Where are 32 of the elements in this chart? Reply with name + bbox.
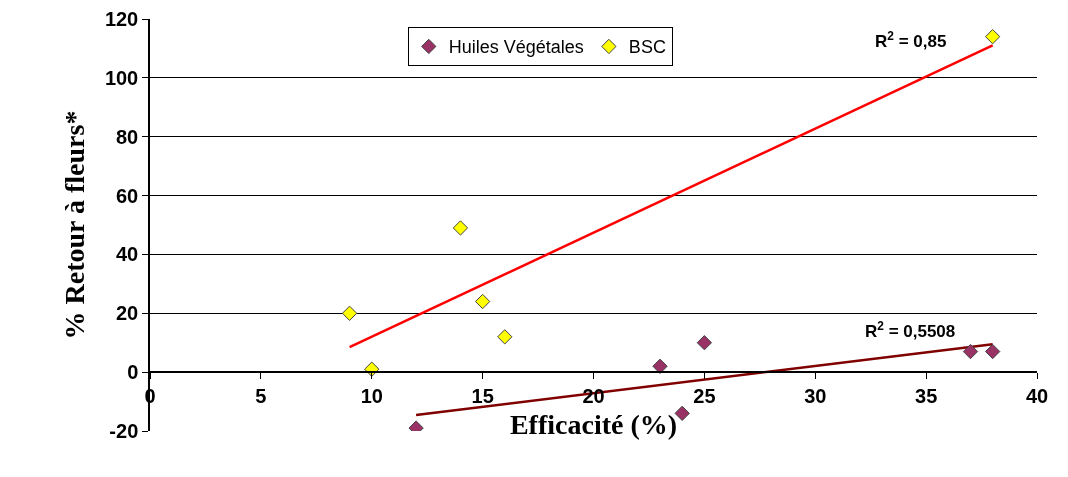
annotation: R$^{2}$ = 0,5508 [865,319,956,342]
y-axis-title: % Retour à fleurs* [59,110,91,340]
point [364,361,380,377]
x-tick-label: 40 [1025,384,1049,407]
point [674,405,690,421]
point [497,329,513,345]
point [341,305,358,321]
x-axis-title: Efficacité (%) [509,409,678,441]
legend-label: Huiles Végétales [448,37,584,58]
y-tick-label: 20 [116,302,139,325]
y-tick-label: 100 [104,66,139,89]
y-tick-label: -20 [109,420,139,442]
x-tick-label: 15 [471,384,494,407]
y-tick-label: 120 [104,8,139,30]
point [652,358,668,374]
x-tick-label: 25 [693,384,716,407]
x-tick-label: 10 [360,384,383,407]
point [474,293,491,310]
y-tick-label: 80 [116,125,139,148]
point [985,29,1001,45]
point [962,343,979,360]
x-tick-label: 30 [804,384,827,407]
point [985,343,1001,360]
y-tick-label: 60 [116,184,139,207]
point [696,335,713,351]
annotation: R$^{2}$ = 0,85 [875,29,947,52]
y-tick-label: 0 [127,361,139,384]
point [452,220,469,236]
legend-label: BSC [628,37,666,58]
x-tick-label: 35 [915,384,938,407]
x-tick-label: 5 [255,384,267,407]
y-tick-label: 40 [116,243,139,266]
